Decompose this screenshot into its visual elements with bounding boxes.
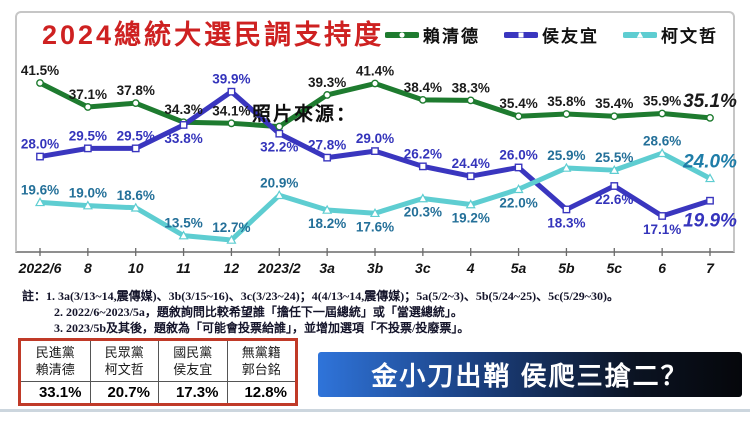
footnote-3: 3. 2023/5b及其後，題敘為「可能會投票給誰」，並增加選項「不投票/投廢票… [54, 321, 470, 335]
x-axis-label: 10 [127, 260, 144, 276]
summary-table: 民進黨 賴清德 33.1% 民眾黨 柯文哲 20.7% 國民黨 侯友宜 17.3% 無黨籍 郭台銘 1… [18, 338, 298, 406]
party-name: 民眾黨 [104, 345, 144, 360]
x-axis-label: 5b [558, 260, 575, 276]
x-axis-label: 2022/6 [18, 260, 62, 276]
x-axis: 2022/6 8 10 11 12 2023/2 3a 3b 3c 4 5a 5b 5c 6 7 [0, 260, 750, 282]
legend-label: 侯友宜 [542, 27, 599, 46]
legend-item: 賴清德 [385, 22, 480, 47]
headline-text: 金小刀出鞘 侯爬三搶二？ [371, 361, 689, 391]
support-value: 17.3% [159, 381, 227, 403]
support-value: 20.7% [90, 381, 158, 403]
x-axis-label: 3c [415, 260, 431, 276]
legend-marker [518, 32, 524, 37]
party-name: 國民黨 [173, 345, 213, 360]
chart-title: 2024總統大選民調支持度 [42, 20, 385, 50]
headline-banner: 金小刀出鞘 侯爬三搶二？ [318, 352, 742, 397]
x-axis-label: 6 [658, 260, 667, 276]
x-axis-label: 3b [366, 260, 384, 276]
candidate-name: 柯文哲 [104, 362, 144, 377]
x-axis-label: 5a [510, 260, 527, 276]
legend-swatch-circle [385, 31, 419, 38]
summary-header: 民眾黨 柯文哲 [91, 341, 159, 381]
legend-marker [399, 31, 405, 38]
support-value: 12.8% [227, 381, 295, 403]
x-axis-label: 7 [706, 260, 714, 276]
x-axis-label: 8 [83, 260, 92, 276]
footnote-1: 註：1. 3a(3/13~14,震傳媒)、3b(3/15~16)、3c(3/23… [22, 289, 619, 303]
candidate-name: 侯友宜 [173, 362, 213, 377]
legend-swatch-square [504, 31, 538, 38]
bottom-divider [0, 409, 750, 412]
summary-column: 國民黨 侯友宜 17.3% [158, 341, 227, 403]
x-axis-label: 12 [223, 260, 240, 276]
summary-column: 民進黨 賴清德 33.1% [21, 341, 90, 403]
legend-swatch-triangle [623, 31, 657, 38]
summary-header: 民進黨 賴清德 [21, 341, 90, 381]
summary-header: 無黨籍 郭台銘 [228, 341, 296, 381]
party-name: 無黨籍 [241, 345, 281, 360]
support-value: 33.1% [21, 381, 90, 403]
legend-item: 柯文哲 [623, 22, 718, 47]
summary-column: 民眾黨 柯文哲 20.7% [89, 341, 159, 403]
summary-header: 國民黨 侯友宜 [159, 341, 227, 381]
x-axis-label: 4 [466, 260, 475, 276]
footnote-2: 2. 2022/6~2023/5a，題敘詢問比較希望誰「擔任下一屆總統」或「當選… [54, 305, 463, 319]
legend-label: 柯文哲 [661, 27, 718, 46]
candidate-name: 郭台銘 [241, 362, 281, 377]
x-axis-label: 5c [606, 260, 623, 276]
x-axis-label: 2023/2 [257, 260, 301, 276]
candidate-name: 賴清德 [35, 362, 75, 377]
legend-marker [636, 31, 644, 38]
x-axis-label: 11 [176, 260, 191, 276]
chart-legend: 賴清德 侯友宜 柯文哲 [385, 22, 718, 47]
x-axis-label: 3a [319, 260, 335, 276]
watermark-text: 照片來源： [252, 104, 358, 125]
party-name: 民進黨 [35, 345, 75, 360]
legend-label: 賴清德 [423, 27, 480, 46]
summary-column: 無黨籍 郭台銘 12.8% [226, 341, 296, 403]
legend-item: 侯友宜 [504, 22, 599, 47]
